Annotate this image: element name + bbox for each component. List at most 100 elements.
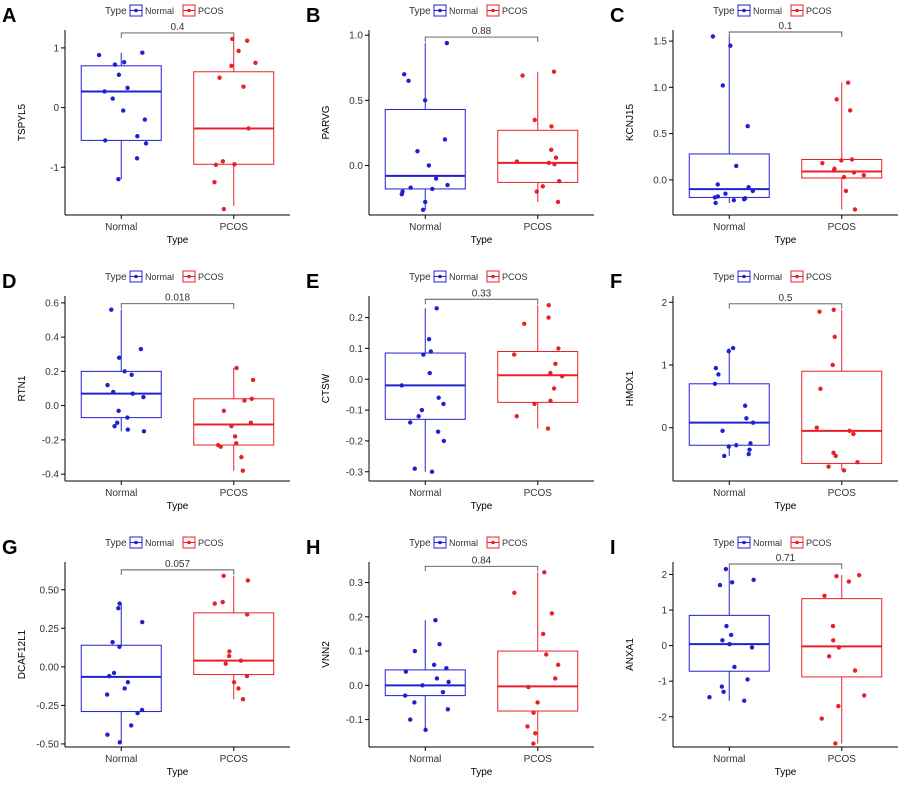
y-tick-label: 0.1 xyxy=(349,344,363,355)
box xyxy=(193,398,275,446)
data-point xyxy=(826,654,832,659)
data-point xyxy=(430,186,435,192)
y-tick-label: 0.2 xyxy=(349,612,363,623)
series-normal xyxy=(384,40,466,212)
box xyxy=(80,65,162,141)
significance-bracket: 0.88 xyxy=(424,26,539,43)
data-point xyxy=(532,117,537,123)
data-point xyxy=(728,43,733,48)
x-tick-label: Normal xyxy=(713,488,745,499)
panel-letter: C xyxy=(610,5,624,27)
y-axis-label: KCNJ15 xyxy=(625,103,636,141)
legend-label-normal: Normal xyxy=(145,538,174,548)
x-tick-label: Normal xyxy=(105,222,137,233)
data-point xyxy=(141,394,146,400)
data-point xyxy=(121,60,127,65)
data-point xyxy=(555,662,561,667)
data-point xyxy=(852,207,858,212)
data-point xyxy=(240,697,246,702)
data-point xyxy=(729,580,735,585)
chart-panel-f: F Type Normal PCOS 0 1 2 Normal PCOS Type HMOX1 0.5 xyxy=(610,270,898,512)
data-point xyxy=(234,365,239,371)
data-point xyxy=(138,346,144,352)
y-tick-label: 0 xyxy=(53,103,59,114)
data-point xyxy=(226,653,232,659)
x-tick-label: PCOS xyxy=(220,222,249,233)
data-point xyxy=(715,182,720,187)
significance-bracket: 0.71 xyxy=(728,553,843,569)
data-point xyxy=(426,163,432,168)
bracket-line xyxy=(728,31,843,37)
y-tick-label: 0 xyxy=(661,423,667,434)
panel-letter: E xyxy=(306,271,319,293)
legend-title: Type xyxy=(713,538,735,549)
data-point xyxy=(234,441,239,446)
data-point xyxy=(141,429,147,434)
data-point xyxy=(512,590,517,596)
data-point xyxy=(849,157,855,162)
data-point xyxy=(125,680,131,685)
data-point xyxy=(112,423,117,429)
legend-label-pcos: PCOS xyxy=(502,6,528,16)
bracket-line xyxy=(120,303,235,309)
legend-key-dot xyxy=(742,540,746,545)
legend-key-dot xyxy=(438,8,442,13)
data-point xyxy=(847,108,853,113)
data-point xyxy=(399,383,404,388)
data-point xyxy=(832,334,837,339)
data-point xyxy=(135,710,140,716)
data-point xyxy=(140,50,145,55)
data-point xyxy=(399,191,405,197)
data-point xyxy=(116,176,121,182)
data-point xyxy=(122,369,127,374)
legend-key-dot xyxy=(438,540,442,545)
data-point xyxy=(221,206,227,212)
data-point xyxy=(852,668,858,673)
y-tick-label: 1.0 xyxy=(349,31,363,42)
series-normal xyxy=(384,306,466,474)
legend-key-dot xyxy=(438,274,442,279)
data-point xyxy=(722,453,727,459)
legend-key-dot xyxy=(742,274,746,279)
y-tick-label: -0.50 xyxy=(36,739,59,750)
legend-label-pcos: PCOS xyxy=(806,6,832,16)
box xyxy=(688,153,770,198)
data-point xyxy=(420,207,426,212)
legend: Type Normal PCOS xyxy=(409,536,528,549)
legend-label-pcos: PCOS xyxy=(198,6,224,16)
data-point xyxy=(103,138,108,143)
significance-bracket: 0.018 xyxy=(120,293,235,309)
y-tick-label: 0.50 xyxy=(40,585,60,596)
legend: Type Normal PCOS xyxy=(713,536,832,549)
data-point xyxy=(551,69,557,74)
data-point xyxy=(105,382,110,388)
data-point xyxy=(402,693,408,698)
data-point xyxy=(546,303,551,308)
data-point xyxy=(721,689,726,695)
data-point xyxy=(217,75,222,80)
data-point xyxy=(831,638,836,643)
data-point xyxy=(444,666,449,671)
data-point xyxy=(549,611,555,616)
data-point xyxy=(822,593,827,598)
panel-letter: H xyxy=(306,537,320,559)
data-point xyxy=(731,198,737,203)
x-axis-label: Type xyxy=(775,501,797,512)
data-point xyxy=(540,631,546,637)
data-point xyxy=(229,63,234,69)
x-axis-label: Type xyxy=(775,235,797,246)
x-axis-label: Type xyxy=(775,767,797,778)
data-point xyxy=(221,573,226,579)
x-tick-label: Normal xyxy=(409,754,441,765)
y-tick-label: 0.0 xyxy=(45,401,59,412)
data-point xyxy=(231,680,237,685)
data-point xyxy=(116,72,122,77)
data-point xyxy=(111,389,116,395)
p-value-label: 0.88 xyxy=(472,26,492,37)
data-point xyxy=(109,307,114,312)
bracket-line xyxy=(728,563,843,569)
series-normal xyxy=(80,307,162,434)
data-point xyxy=(121,108,126,113)
data-point xyxy=(248,420,254,425)
data-point xyxy=(534,189,540,194)
